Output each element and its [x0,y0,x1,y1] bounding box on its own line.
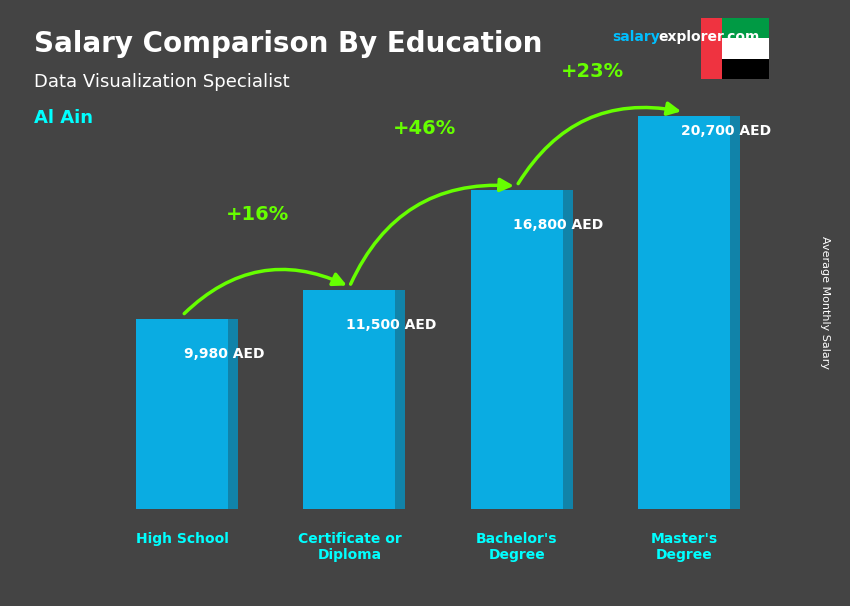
FancyBboxPatch shape [395,290,405,509]
FancyBboxPatch shape [638,116,730,509]
Text: +16%: +16% [226,205,289,224]
Text: Average Monthly Salary: Average Monthly Salary [819,236,830,370]
Text: 11,500 AED: 11,500 AED [346,318,436,332]
Text: +46%: +46% [393,119,456,139]
Text: 16,800 AED: 16,800 AED [513,218,604,231]
FancyBboxPatch shape [471,190,563,509]
Text: Certificate or
Diploma: Certificate or Diploma [298,531,401,562]
Text: 20,700 AED: 20,700 AED [681,124,771,139]
Bar [701,59,769,79]
Bar [701,38,769,59]
FancyBboxPatch shape [730,116,740,509]
Text: Salary Comparison By Education: Salary Comparison By Education [34,30,542,58]
Text: High School: High School [136,531,229,546]
FancyBboxPatch shape [228,319,238,509]
Text: Master's
Degree: Master's Degree [650,531,717,562]
Text: 9,980 AED: 9,980 AED [184,347,264,361]
Text: salary: salary [612,30,660,44]
Bar [701,18,769,38]
Text: Data Visualization Specialist: Data Visualization Specialist [34,73,290,91]
FancyBboxPatch shape [563,190,573,509]
Text: Bachelor's
Degree: Bachelor's Degree [476,531,558,562]
Text: Al Ain: Al Ain [34,109,93,127]
Text: +23%: +23% [560,62,624,81]
FancyBboxPatch shape [303,290,395,509]
Text: explorer.com: explorer.com [659,30,760,44]
Bar [701,18,722,79]
FancyBboxPatch shape [136,319,228,509]
